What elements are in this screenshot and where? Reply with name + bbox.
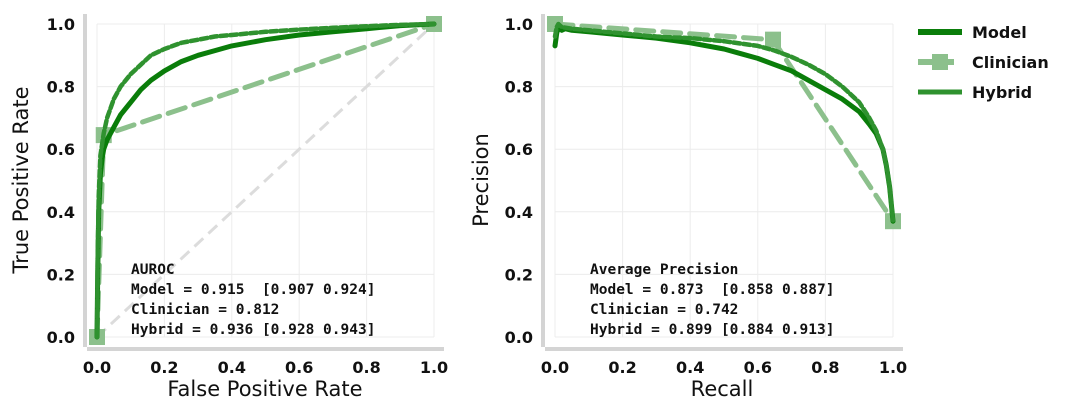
x-tick-label: 0.0	[541, 358, 569, 377]
x-tick-label: 0.8	[811, 358, 839, 377]
x-tick-label: 0.6	[285, 358, 313, 377]
x-tick-label: 0.8	[352, 358, 380, 377]
y-tick-label: 0.4	[47, 203, 75, 222]
legend: Model Clinician Hybrid	[918, 23, 1049, 102]
metric-line: Model = 0.873 [0.858 0.887]	[590, 282, 834, 298]
x-axis-title: Recall	[691, 377, 754, 401]
metric-line: Clinician = 0.812	[131, 302, 279, 318]
metric-line: Hybrid = 0.936 [0.928 0.943]	[131, 322, 375, 338]
y-tick-label: 0.6	[47, 140, 75, 159]
series-hybrid-line	[94, 21, 437, 340]
y-tick-label: 0.6	[505, 140, 533, 159]
x-tick-label: 1.0	[879, 358, 907, 377]
series-hybrid-line	[552, 21, 896, 224]
chance-line	[95, 22, 436, 339]
metric-line: Hybrid = 0.899 [0.884 0.913]	[590, 322, 834, 338]
pr-panel: 0.0 0.2 0.4 0.6 0.8 1.0 0.0 0.2 0.4 0.6 0.8 1.0 Reca…	[469, 14, 907, 401]
y-tick-label: 0.0	[505, 328, 533, 347]
x-tick-label: 0.4	[218, 358, 246, 377]
y-axis-title: True Positive Rate	[9, 86, 33, 274]
series-model-line	[552, 24, 896, 224]
y-tick-label: 1.0	[47, 15, 75, 34]
y-tick-label: 0.4	[505, 203, 533, 222]
metric-line: Clinician = 0.742	[590, 302, 738, 318]
y-tick-label: 0.2	[505, 265, 533, 284]
x-tick-label: 0.2	[608, 358, 636, 377]
x-tick-label: 0.2	[150, 358, 178, 377]
x-axis-title: False Positive Rate	[167, 377, 362, 401]
series-clinician-line	[552, 21, 896, 224]
y-tick-label: 1.0	[505, 15, 533, 34]
legend-label-model: Model	[972, 23, 1027, 42]
y-tick-label: 0.8	[505, 78, 533, 97]
x-tick-label: 1.0	[420, 358, 448, 377]
x-tick-label: 0.6	[744, 358, 772, 377]
x-tick-label: 0.0	[83, 358, 111, 377]
y-tick-label: 0.8	[47, 78, 75, 97]
legend-label-clinician: Clinician	[972, 53, 1049, 72]
y-axis-title: Precision	[469, 133, 493, 227]
y-tick-label: 0.0	[47, 328, 75, 347]
metric-title: Average Precision	[590, 262, 738, 278]
x-tick-label: 0.4	[676, 358, 704, 377]
roc-panel: 0.0 0.2 0.4 0.6 0.8 1.0 0.0 0.2 0.4 0.6 0.8 1.0 Fals…	[9, 14, 448, 401]
series-clinician-marker	[765, 31, 782, 48]
metric-line: Model = 0.915 [0.907 0.924]	[131, 282, 375, 298]
metric-title: AUROC	[131, 262, 175, 278]
legend-marker-clinician	[932, 54, 948, 70]
legend-label-hybrid: Hybrid	[972, 83, 1032, 102]
y-tick-label: 0.2	[47, 265, 75, 284]
